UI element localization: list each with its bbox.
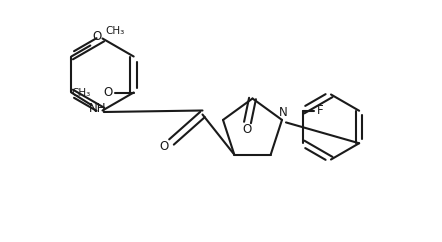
Text: F: F bbox=[317, 104, 324, 117]
Text: O: O bbox=[92, 30, 102, 44]
Text: O: O bbox=[160, 141, 169, 153]
Text: N: N bbox=[279, 106, 288, 119]
Text: CH₃: CH₃ bbox=[72, 88, 91, 98]
Text: CH₃: CH₃ bbox=[105, 27, 125, 37]
Text: O: O bbox=[103, 86, 113, 99]
Text: NH: NH bbox=[88, 102, 106, 115]
Text: O: O bbox=[242, 123, 251, 136]
